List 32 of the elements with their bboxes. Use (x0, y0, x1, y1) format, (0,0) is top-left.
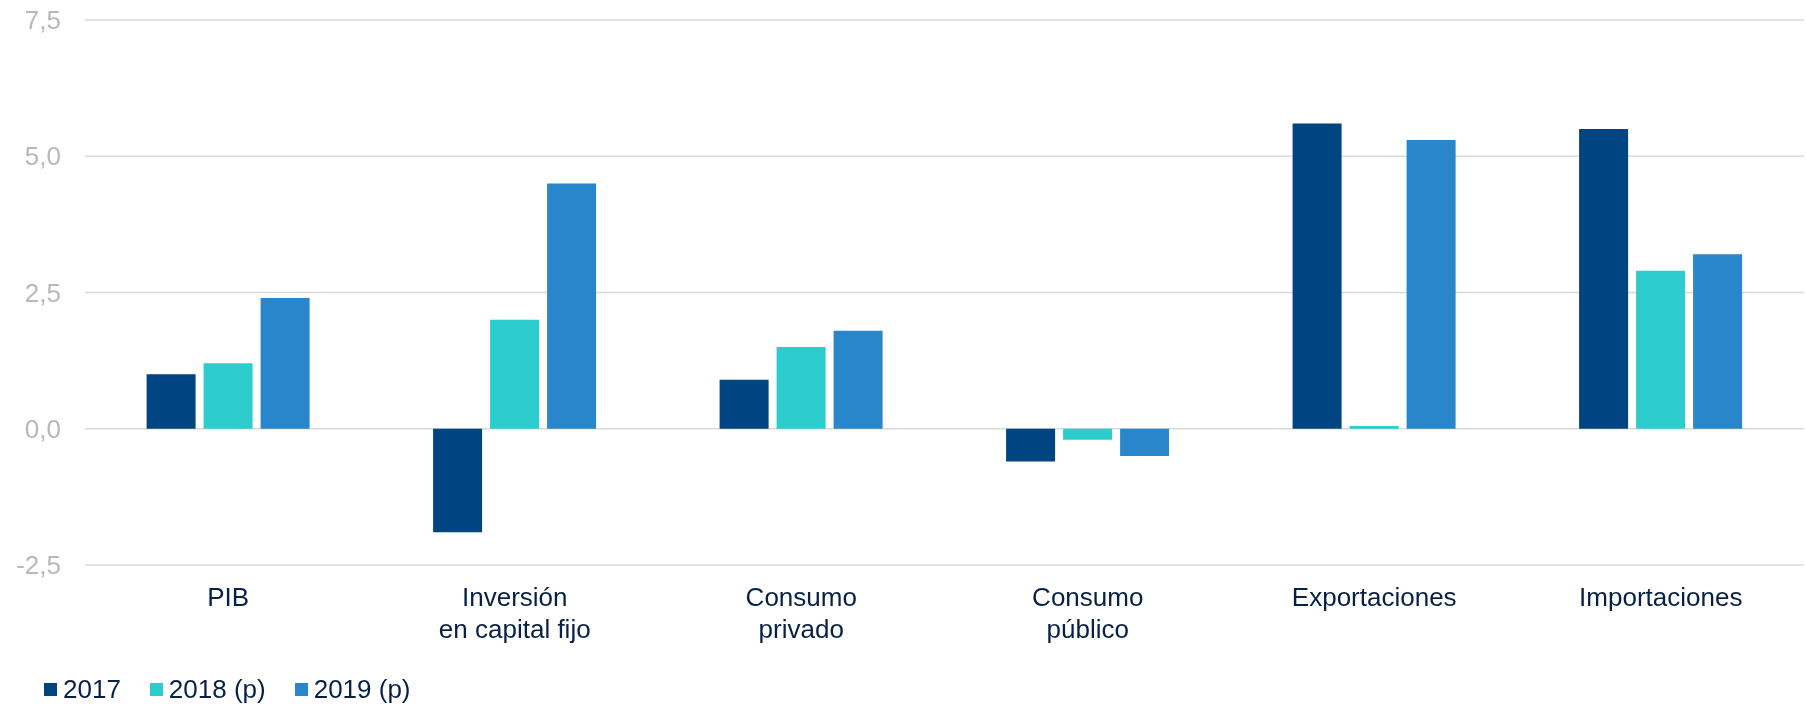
bar (719, 379, 769, 429)
legend-label: 2017 (63, 673, 121, 704)
x-tick-label: PIB (207, 582, 250, 613)
y-tick-label: 7,5 (24, 5, 61, 36)
x-tick-label: Inversión en capital fijo (438, 582, 591, 645)
x-tick-label: Consumo público (1032, 582, 1144, 645)
bar (1636, 270, 1686, 429)
x-tick-label: Exportaciones (1291, 582, 1457, 613)
y-tick-label: 2,5 (24, 277, 61, 308)
bar (1292, 123, 1342, 429)
y-tick-label: -2,5 (16, 550, 61, 581)
bar (490, 319, 540, 429)
bar (260, 297, 310, 429)
bar (1006, 428, 1056, 462)
x-tick-label: Importaciones (1579, 582, 1743, 613)
bar (776, 347, 826, 429)
bar (1063, 428, 1113, 440)
y-tick-label: 5,0 (24, 141, 61, 172)
bar (433, 428, 483, 533)
bar (203, 363, 253, 429)
bar (833, 330, 883, 429)
bar (1349, 426, 1399, 429)
bar (1693, 254, 1743, 429)
x-tick-label: Consumo privado (745, 582, 857, 645)
bar (146, 374, 196, 429)
bar (547, 183, 597, 429)
bar (1120, 428, 1170, 456)
legend-label: 2018 (p) (168, 673, 266, 704)
legend-label: 2019 (p) (313, 673, 411, 704)
bar (1406, 139, 1456, 429)
bar (1579, 129, 1629, 429)
y-tick-label: 0,0 (24, 413, 61, 444)
